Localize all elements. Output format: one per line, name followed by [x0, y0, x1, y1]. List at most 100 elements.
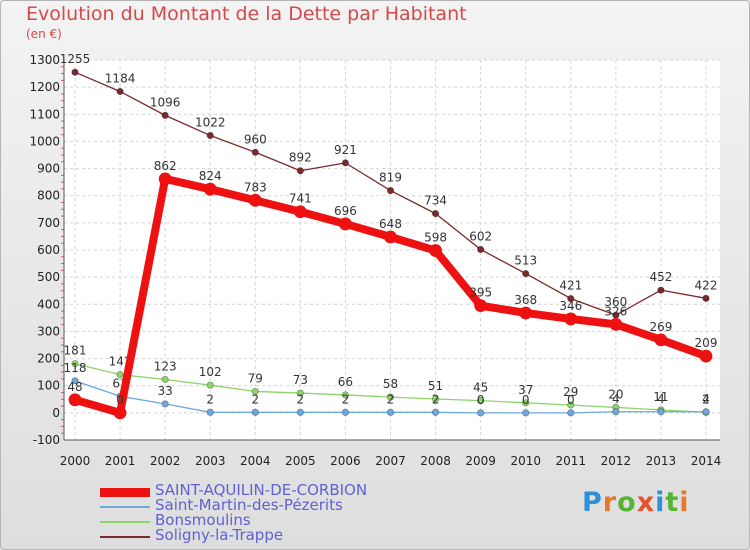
data-label: 602 [469, 229, 492, 243]
legend-swatch [100, 536, 150, 538]
data-label: 734 [424, 194, 447, 208]
data-point [341, 391, 350, 399]
data-label: 892 [289, 151, 312, 165]
data-point [522, 409, 530, 417]
data-label: 598 [424, 231, 447, 245]
data-label: 4 [657, 392, 665, 406]
legend-swatch [100, 506, 150, 508]
data-point [206, 381, 214, 389]
data-label: 118 [64, 361, 87, 375]
y-tick-label: -100 [33, 433, 60, 447]
data-point [699, 349, 713, 363]
y-tick-label: 900 [37, 162, 60, 176]
data-label: 2 [251, 392, 259, 406]
data-label: 33 [158, 384, 173, 398]
data-point [564, 312, 578, 326]
x-tick-label: 2010 [510, 454, 541, 468]
data-label: 73 [293, 373, 308, 387]
y-tick-label: 400 [37, 297, 60, 311]
data-point [477, 245, 485, 254]
x-tick-label: 2004 [240, 454, 271, 468]
legend-label: Bonsmoulins [155, 511, 251, 529]
data-label: 346 [559, 299, 582, 313]
x-tick-label: 2003 [195, 454, 226, 468]
data-point [206, 131, 214, 140]
data-point [654, 333, 668, 347]
logo-letter: i [679, 487, 690, 518]
data-label: 1096 [150, 95, 181, 109]
data-label: 326 [604, 304, 627, 318]
data-label: 58 [383, 377, 398, 391]
y-tick-label: 500 [37, 270, 60, 284]
data-point [161, 111, 169, 119]
data-label: 824 [199, 169, 222, 183]
data-point [71, 377, 79, 385]
data-label: 360 [604, 295, 627, 309]
data-label: 102 [199, 365, 222, 379]
data-label: 2 [432, 392, 440, 406]
data-point [431, 210, 440, 218]
data-label: 2 [702, 392, 710, 406]
data-point [251, 408, 259, 416]
data-label: 1184 [105, 71, 136, 85]
data-label: 29 [563, 385, 578, 399]
data-label: 696 [334, 204, 357, 218]
data-label: 1255 [60, 52, 91, 66]
data-point [431, 408, 440, 416]
y-tick-label: 700 [37, 216, 60, 230]
data-label: 0 [567, 393, 575, 407]
logo-letter: o [617, 487, 637, 518]
data-point [251, 148, 259, 156]
data-label: 20 [608, 387, 623, 401]
y-tick-label: 300 [37, 324, 60, 338]
data-point [429, 244, 442, 257]
data-point [251, 387, 259, 396]
data-label: 452 [649, 270, 672, 284]
data-label: 819 [379, 171, 402, 185]
y-tick-label: 800 [37, 189, 60, 203]
y-tick-label: 200 [37, 352, 60, 366]
legend-label: Soligny-la-Trappe [155, 526, 284, 544]
y-tick-label: 0 [52, 406, 60, 420]
data-label: 422 [695, 278, 718, 292]
data-label: 45 [473, 381, 488, 395]
data-point [612, 408, 620, 416]
data-point [158, 172, 172, 186]
y-tick-label: 1200 [29, 80, 60, 94]
data-label: 0 [116, 393, 124, 407]
x-tick-label: 2014 [691, 454, 722, 468]
data-label: 921 [334, 143, 357, 157]
data-point [339, 217, 352, 231]
x-tick-label: 2013 [646, 454, 677, 468]
data-label: 2 [206, 392, 214, 406]
data-point [384, 230, 397, 244]
x-tick-label: 2011 [556, 454, 587, 468]
data-label: 48 [67, 380, 82, 394]
x-tick-label: 2002 [150, 454, 181, 468]
data-point [519, 306, 533, 320]
data-point [293, 205, 307, 219]
data-label: 741 [289, 192, 312, 206]
data-label: 181 [64, 344, 87, 358]
legend-label: SAINT-AQUILIN-DE-CORBION [155, 481, 368, 499]
y-tick-label: 600 [37, 243, 60, 257]
data-label: 4 [612, 392, 620, 406]
data-label: 513 [514, 254, 537, 268]
data-point [113, 406, 127, 420]
data-label: 783 [244, 180, 267, 194]
data-point [296, 408, 304, 416]
y-tick-label: 1300 [29, 53, 60, 67]
data-point [116, 370, 124, 379]
data-point [702, 408, 710, 416]
data-point [431, 395, 440, 403]
data-point [71, 68, 79, 76]
legend-swatch [100, 521, 150, 523]
data-point [248, 193, 262, 207]
data-point [609, 317, 623, 331]
data-label: 37 [518, 383, 533, 397]
data-label: 51 [428, 379, 443, 393]
legend-label: Saint-Martin-des-Pézerits [155, 496, 343, 514]
data-point [203, 182, 217, 196]
data-point [68, 393, 82, 407]
